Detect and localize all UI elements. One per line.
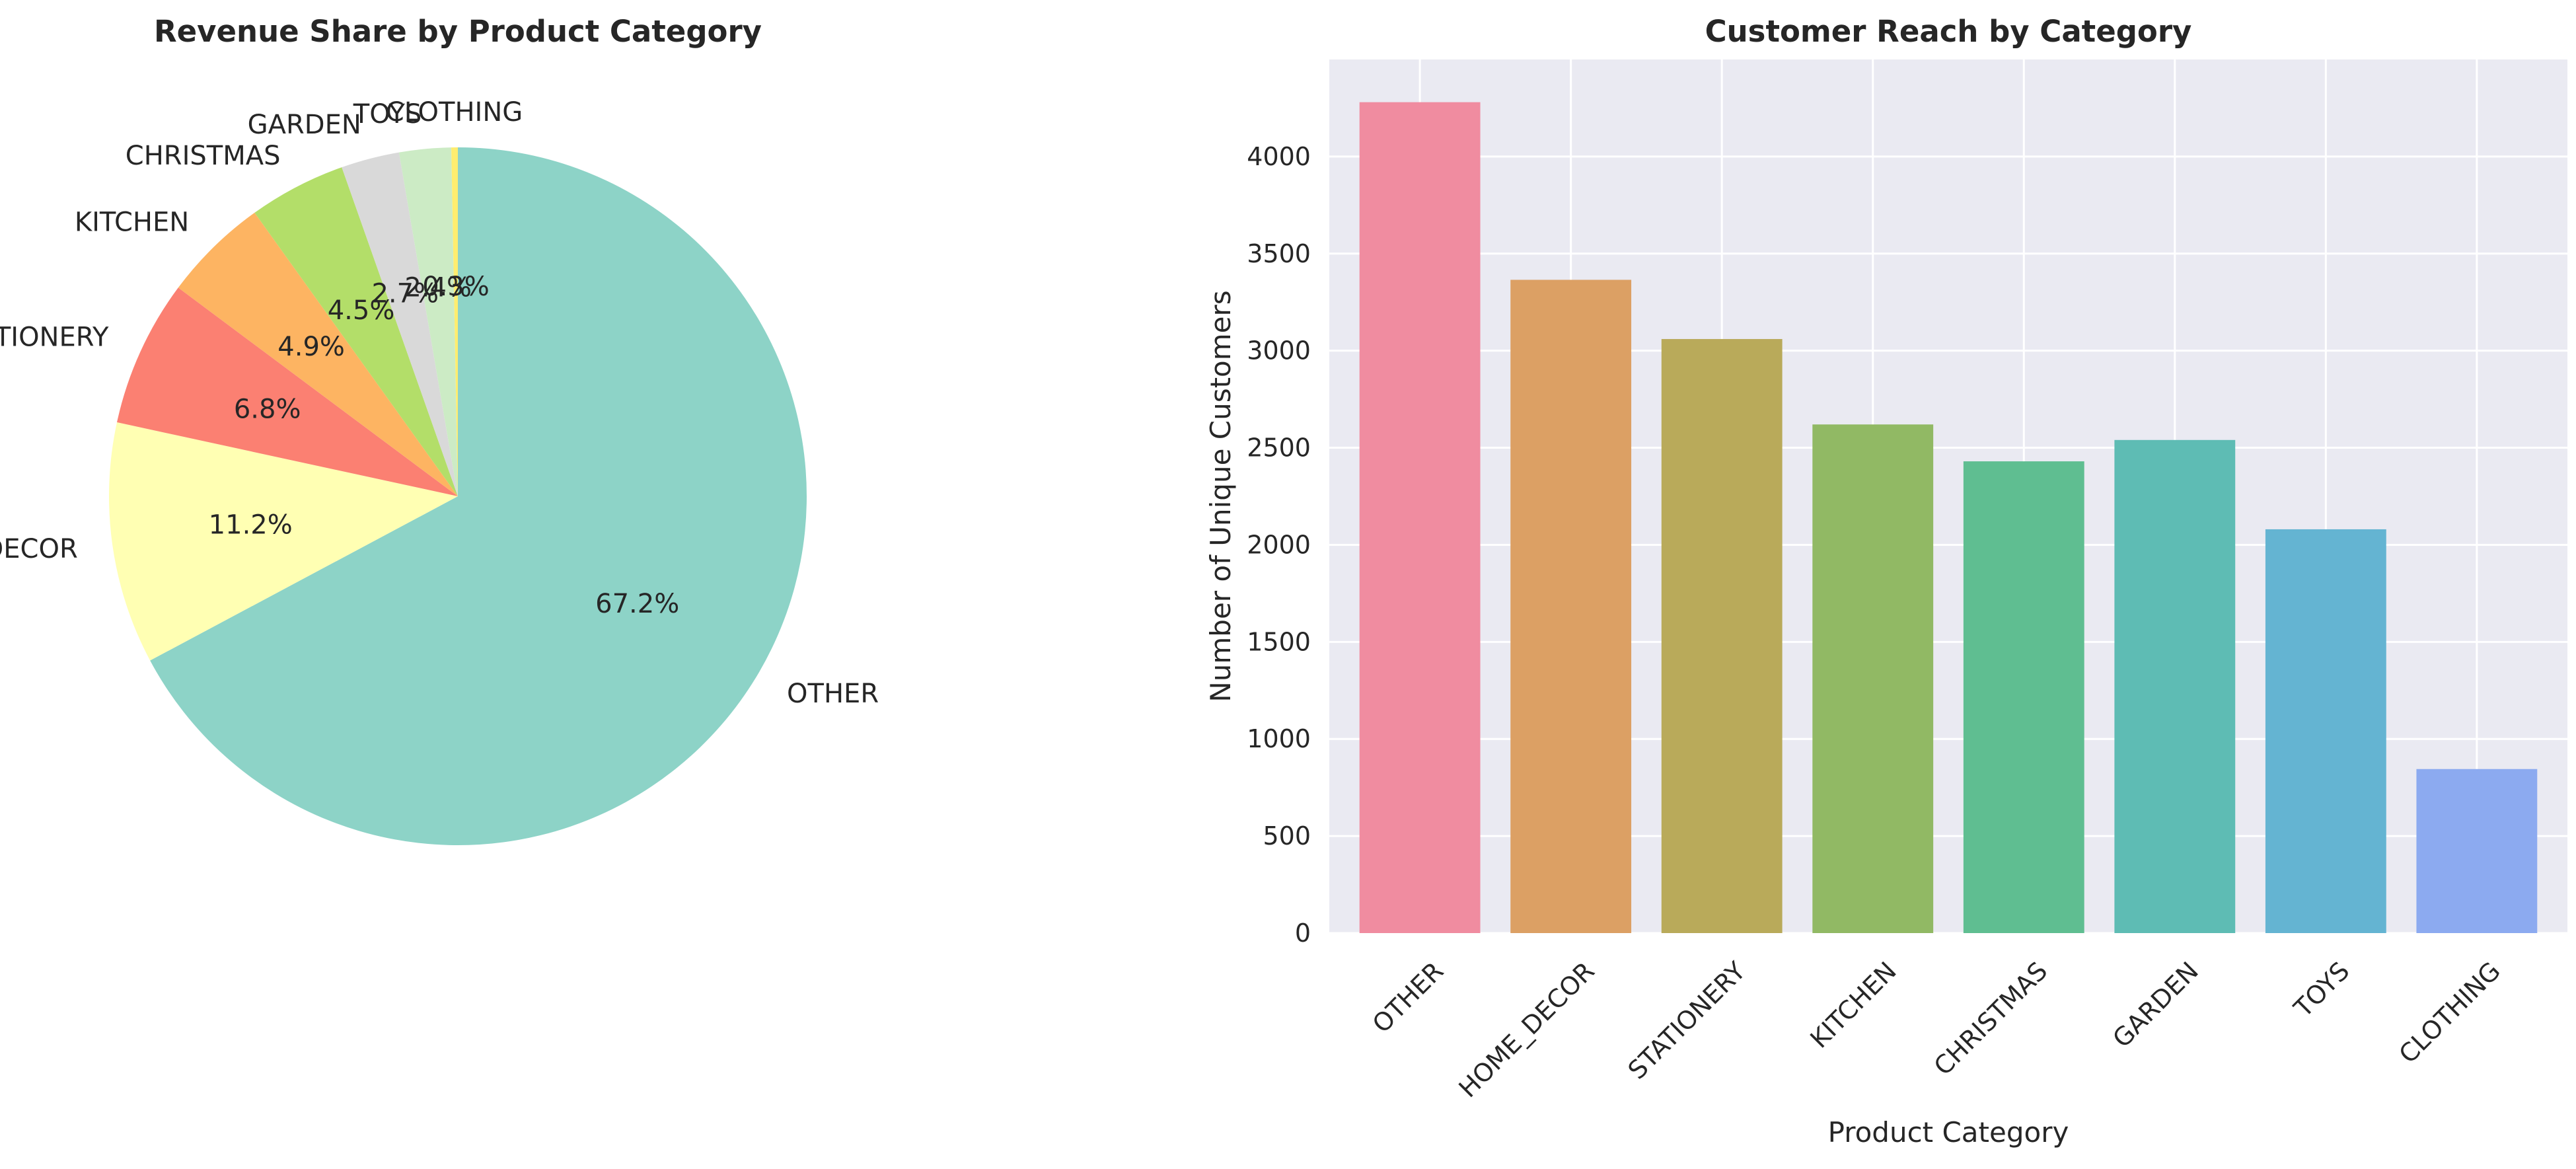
pie-slice-other (150, 147, 807, 846)
bar-other (1359, 102, 1481, 933)
bar-clothing (2416, 769, 2538, 933)
pie-label-garden: GARDEN (248, 110, 361, 140)
pie-percent-toys: 2.4% (404, 273, 472, 303)
bar-x-axis-label: Product Category (1828, 1116, 2069, 1149)
pie-label-clothing: CLOTHING (386, 97, 523, 128)
pie-slice-clothing (451, 147, 458, 496)
pie-chart: Revenue Share by Product Category OTHER 6… (0, 14, 879, 846)
y-tick-label: 3500 (1247, 239, 1311, 268)
y-tick-label: 4000 (1247, 142, 1311, 171)
pie-label-kitchen: KITCHEN (75, 207, 189, 237)
pie-label-home-decor: HOME_DECOR (0, 534, 78, 564)
pie-chart-title: Revenue Share by Product Category (154, 14, 762, 49)
pie-percent-other: 67.2% (595, 589, 679, 619)
pie-percent-home-decor: 11.2% (209, 510, 293, 541)
pie-percent-clothing: 0.3% (422, 272, 490, 302)
bar-chart-title: Customer Reach by Category (1705, 14, 2192, 49)
bar-y-axis-label: Number of Unique Customers (1204, 290, 1237, 702)
pie-labels: OTHER 67.2% HOME_DECOR 11.2% STATIONERY 6.8% K… (0, 97, 879, 709)
y-tick-label: 500 (1263, 821, 1311, 850)
bar-garden (2114, 439, 2236, 933)
y-tick-label: 0 (1295, 919, 1311, 948)
pie-slices (109, 147, 807, 846)
y-tick-label: 2500 (1247, 434, 1311, 463)
pie-slice-garden (342, 152, 458, 496)
pie-slice-kitchen (178, 212, 458, 496)
bar-marks (1359, 102, 2538, 934)
pie-percent-garden: 2.7% (371, 278, 439, 309)
bar-stationery (1661, 339, 1783, 933)
y-tick-label: 1500 (1247, 627, 1311, 656)
bar-kitchen (1812, 424, 1934, 933)
y-tick-label: 3000 (1247, 336, 1311, 365)
pie-percent-stationery: 6.8% (234, 395, 301, 425)
pie-percent-kitchen: 4.9% (277, 332, 345, 362)
bar-toys (2265, 529, 2386, 933)
pie-label-other: OTHER (787, 679, 879, 709)
y-tick-label: 2000 (1247, 530, 1311, 559)
bar-christmas (1963, 461, 2084, 933)
pie-slice-toys (398, 147, 458, 496)
bar-home-decor (1510, 280, 1632, 934)
y-tick-label: 1000 (1247, 724, 1311, 753)
pie-slice-stationery (117, 287, 458, 496)
pie-slice-home-decor (109, 422, 459, 661)
pie-percent-christmas: 4.5% (328, 295, 395, 326)
pie-label-stationery: STATIONERY (0, 322, 109, 352)
pie-label-toys: TOYS (353, 99, 422, 130)
bar-y-ticks: 0 500 1000 1500 2000 2500 3000 3500 4000 (1247, 142, 1311, 948)
pie-label-christmas: CHRISTMAS (126, 141, 281, 171)
pie-slice-christmas (254, 167, 458, 496)
